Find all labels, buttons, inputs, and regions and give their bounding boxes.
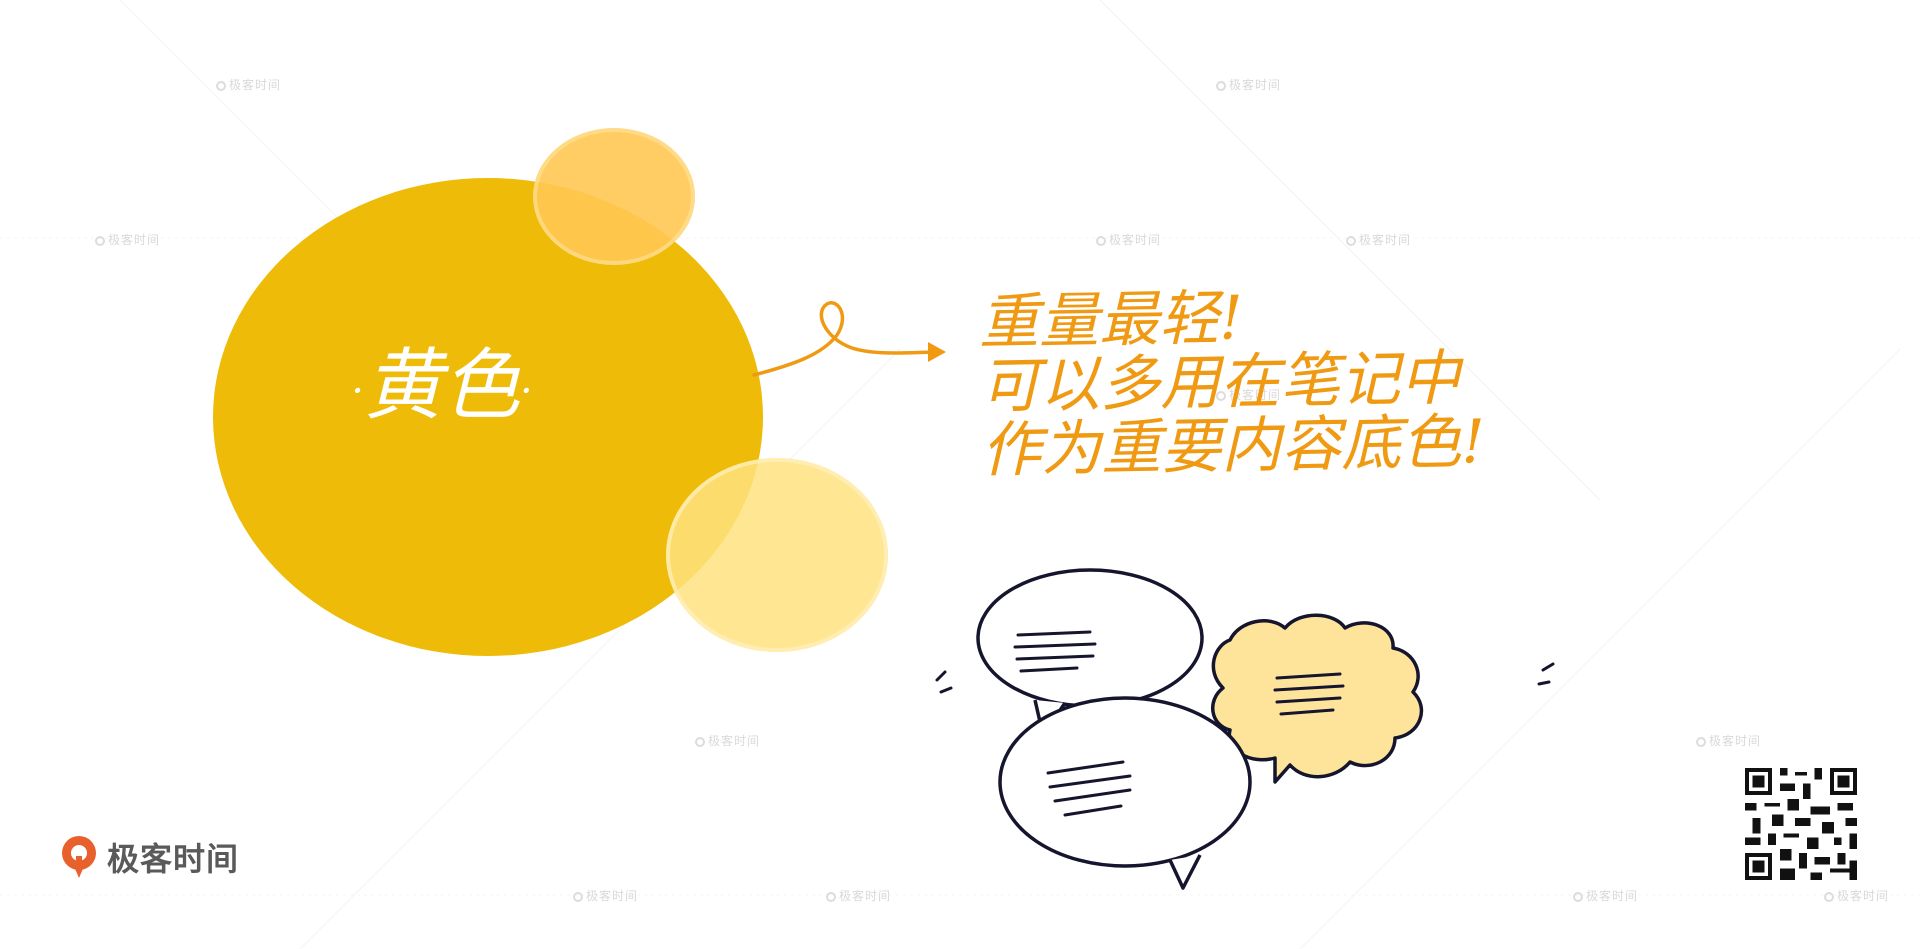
geektime-logo: 极客时间 xyxy=(59,833,239,881)
color-name: 黄色 xyxy=(364,341,520,431)
watermark: 极客时间 xyxy=(1573,887,1638,904)
watermark: 极客时间 xyxy=(1696,732,1761,749)
speech-bubbles-icon xyxy=(925,560,1565,900)
watermark: 极客时间 xyxy=(695,732,760,749)
geektime-logo-icon xyxy=(59,834,99,880)
watermark: 极客时间 xyxy=(1824,887,1889,904)
watermark: 极客时间 xyxy=(216,76,281,93)
watermark: 极客时间 xyxy=(1346,231,1411,248)
watermark: 极客时间 xyxy=(95,231,160,248)
handwritten-note: 重量最轻! 可以多用在笔记中 作为重要内容底色! xyxy=(978,281,1541,483)
logo-text: 极客时间 xyxy=(107,834,239,880)
light-yellow-circle xyxy=(533,128,695,265)
color-title: ·黄色· xyxy=(322,338,562,440)
qr-code-icon xyxy=(1745,768,1857,880)
watermark: 极客时间 xyxy=(826,887,891,904)
watermark: 极客时间 xyxy=(573,887,638,904)
note-line-3: 作为重要内容底色! xyxy=(981,409,1542,483)
watermark: 极客时间 xyxy=(1096,231,1161,248)
title-dot-left: · xyxy=(351,369,364,415)
title-dot-right: · xyxy=(520,369,533,415)
loop-arrow-icon xyxy=(752,290,957,400)
pale-yellow-circle xyxy=(666,458,888,652)
watermark: 极客时间 xyxy=(1216,76,1281,93)
